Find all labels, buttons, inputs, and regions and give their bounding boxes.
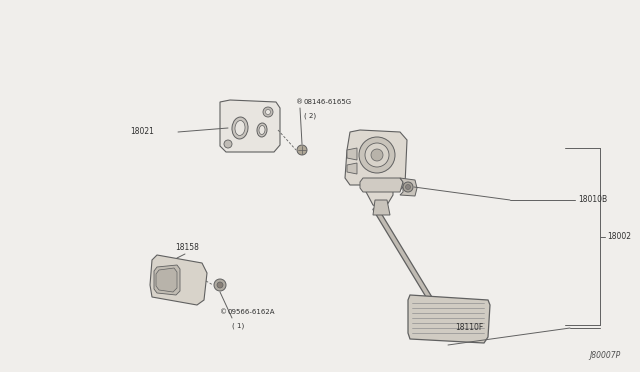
Circle shape xyxy=(365,143,389,167)
Polygon shape xyxy=(220,100,280,152)
Text: 09566-6162A: 09566-6162A xyxy=(228,309,275,315)
Text: 18158: 18158 xyxy=(175,244,199,253)
Text: ©: © xyxy=(220,309,227,315)
Polygon shape xyxy=(156,268,177,292)
Circle shape xyxy=(217,282,223,288)
Text: 08146-6165G: 08146-6165G xyxy=(304,99,352,105)
Polygon shape xyxy=(408,295,490,343)
Polygon shape xyxy=(345,130,407,208)
Circle shape xyxy=(359,137,395,173)
Circle shape xyxy=(297,145,307,155)
Polygon shape xyxy=(154,265,180,295)
Polygon shape xyxy=(360,178,403,192)
Circle shape xyxy=(403,182,413,192)
Polygon shape xyxy=(400,178,417,196)
Ellipse shape xyxy=(235,121,245,135)
Circle shape xyxy=(224,140,232,148)
Text: 18010B: 18010B xyxy=(578,196,607,205)
Ellipse shape xyxy=(232,117,248,139)
Circle shape xyxy=(266,109,271,115)
Text: ( 1): ( 1) xyxy=(232,323,244,329)
Text: ®: ® xyxy=(296,99,303,105)
Text: J80007P: J80007P xyxy=(589,351,620,360)
Polygon shape xyxy=(373,200,390,215)
Ellipse shape xyxy=(259,125,265,135)
Polygon shape xyxy=(347,163,357,174)
Text: ( 2): ( 2) xyxy=(304,113,316,119)
Circle shape xyxy=(406,185,410,189)
Text: 18110F: 18110F xyxy=(455,324,483,333)
Polygon shape xyxy=(150,255,207,305)
Text: 18021: 18021 xyxy=(130,128,154,137)
Polygon shape xyxy=(373,207,434,303)
Circle shape xyxy=(263,107,273,117)
Text: 18002: 18002 xyxy=(607,232,631,241)
Polygon shape xyxy=(347,148,357,160)
Ellipse shape xyxy=(257,123,267,137)
Circle shape xyxy=(371,149,383,161)
Circle shape xyxy=(214,279,226,291)
